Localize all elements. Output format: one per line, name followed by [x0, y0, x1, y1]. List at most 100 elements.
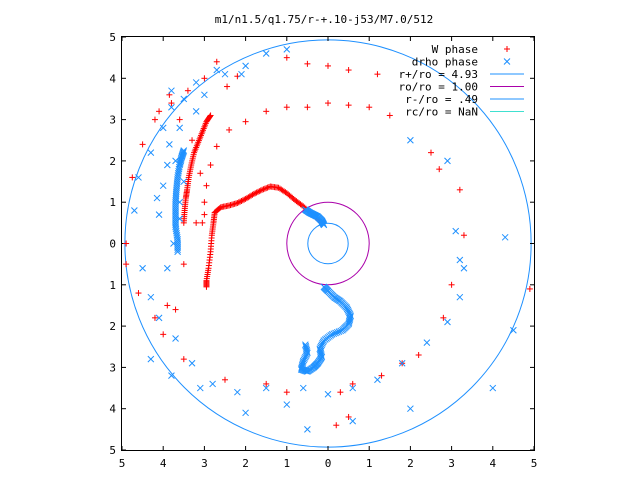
data-point: [378, 372, 385, 379]
data-point: [192, 107, 200, 115]
data-point: [135, 290, 142, 297]
data-point: [155, 211, 163, 218]
data-point: [180, 356, 187, 363]
y-tick-label: 2: [109, 155, 116, 168]
x-tick-label: 2: [242, 457, 249, 470]
data-point: [221, 70, 229, 78]
data-point: [224, 83, 231, 90]
data-point: [283, 104, 290, 111]
y-tick-label: 4: [109, 403, 116, 416]
data-point: [193, 219, 200, 226]
data-point: [283, 401, 291, 408]
data-point: [242, 118, 249, 125]
data-point: [209, 380, 216, 388]
data-point: [156, 108, 163, 115]
data-point: [261, 185, 268, 192]
x-tick-label: 3: [201, 457, 208, 470]
data-point: [123, 261, 130, 268]
data-point: [349, 417, 357, 425]
data-point: [238, 70, 245, 78]
data-point: [153, 194, 161, 202]
data-point: [337, 389, 344, 396]
data-point: [325, 62, 331, 69]
x-tick-label: 2: [407, 457, 414, 470]
data-point: [407, 405, 414, 413]
data-point: [207, 162, 214, 169]
data-point: [176, 116, 183, 123]
x-tick-label: 4: [489, 457, 496, 470]
data-point: [206, 113, 213, 120]
data-point: [349, 380, 356, 387]
data-point: [239, 197, 246, 204]
legend-marker-series-0: [504, 46, 510, 52]
data-point: [163, 264, 171, 272]
data-point: [302, 342, 310, 350]
data-point: [189, 137, 196, 144]
data-point: [235, 199, 242, 206]
data-point: [263, 185, 270, 192]
legend-marker-series-1: [503, 58, 511, 65]
data-point: [135, 174, 142, 181]
data-point: [180, 261, 187, 268]
data-point: [423, 339, 431, 346]
data-point: [374, 376, 381, 384]
data-point: [151, 116, 158, 123]
data-point: [330, 330, 338, 338]
y-tick-label: 1: [109, 279, 116, 292]
legend-label-circle-1: ro/ro = 1.00: [399, 81, 478, 94]
data-point: [366, 104, 373, 111]
y-tick-label: 0: [109, 238, 116, 251]
data-point: [263, 108, 270, 115]
y-tick-label: 4: [109, 72, 116, 85]
legend-label-circle-3: rc/ro = NaN: [405, 106, 478, 119]
data-point: [337, 327, 345, 335]
data-point: [151, 314, 158, 321]
data-point: [510, 326, 517, 334]
data-point: [242, 62, 249, 70]
data-point: [176, 124, 184, 132]
reference-circle-2: [307, 222, 349, 265]
data-point: [260, 186, 267, 193]
data-point: [440, 314, 447, 321]
data-point: [159, 124, 167, 132]
data-point: [203, 182, 210, 189]
data-point: [262, 50, 270, 57]
legend-label-series-1: drho phase: [412, 56, 478, 69]
data-point: [201, 211, 208, 218]
data-point: [301, 341, 309, 349]
data-point: [192, 79, 200, 86]
data-point: [283, 46, 291, 53]
data-point: [168, 103, 175, 111]
data-point: [428, 149, 434, 156]
chart-title: m1/n1.5/q1.75/r-+.10-j53/M7.0/512: [215, 13, 434, 26]
data-point: [222, 376, 228, 383]
data-point: [339, 326, 346, 334]
data-point: [188, 359, 196, 367]
data-point: [180, 147, 188, 154]
data-point: [398, 359, 406, 367]
data-point: [197, 170, 204, 177]
data-point: [335, 328, 343, 335]
y-tick-label: 3: [109, 361, 116, 374]
data-point: [456, 186, 463, 193]
data-point: [172, 335, 179, 342]
data-point: [168, 100, 175, 107]
data-point: [332, 329, 339, 337]
data-point: [452, 227, 460, 235]
y-tick-label: 3: [109, 114, 116, 127]
data-point: [460, 264, 468, 272]
data-point: [257, 187, 264, 194]
data-point: [259, 186, 266, 193]
data-point: [456, 293, 464, 301]
data-point: [345, 413, 352, 420]
x-tick-label: 1: [366, 457, 373, 470]
data-point: [436, 166, 443, 173]
data-point: [234, 200, 241, 207]
data-point: [129, 174, 136, 181]
data-point: [213, 66, 221, 74]
data-point: [199, 219, 206, 226]
data-point: [320, 221, 328, 229]
data-point: [444, 157, 451, 165]
data-point: [207, 112, 214, 119]
